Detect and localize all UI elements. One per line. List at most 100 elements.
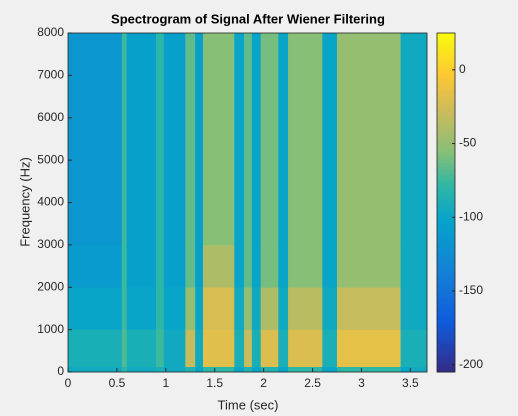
- colorbar-swatch: [437, 109, 455, 113]
- colorbar-swatch: [437, 267, 455, 271]
- colorbar-swatch: [437, 58, 455, 62]
- colorbar-swatch: [437, 44, 455, 48]
- heatmap-cell: [121, 33, 127, 246]
- heatmap-cell: [288, 329, 323, 368]
- heatmap-cell: [185, 287, 196, 330]
- colorbar-swatch: [437, 275, 455, 280]
- y-tick-label: 3000: [37, 237, 64, 251]
- heatmap-cell: [260, 33, 279, 246]
- colorbar-swatch: [437, 196, 455, 201]
- y-tick-label: 5000: [37, 152, 64, 166]
- heatmap-cell: [400, 287, 411, 330]
- y-tick-label: 0: [57, 364, 64, 378]
- heatmap-cell: [400, 244, 411, 288]
- colorbar-tick-label: -100: [459, 209, 483, 223]
- heatmap-cell: [195, 329, 204, 368]
- x-tick-label: 0.5: [109, 376, 126, 390]
- colorbar-swatch: [437, 148, 455, 153]
- heatmap-cell: [244, 329, 253, 368]
- heatmap-cell: [251, 329, 262, 368]
- heatmap-cell: [260, 329, 279, 368]
- colorbar-swatch: [437, 208, 455, 212]
- colorbar-swatch: [437, 369, 455, 373]
- heatmap-cell: [244, 33, 253, 246]
- heatmap-cell: [234, 287, 245, 330]
- colorbar-swatch: [437, 284, 455, 288]
- heatmap-cell: [260, 287, 279, 330]
- colorbar-swatch: [437, 55, 455, 59]
- y-tick-label: 8000: [37, 25, 64, 39]
- colorbar-swatch: [437, 154, 455, 158]
- colorbar-swatch: [437, 219, 455, 223]
- heatmap-cell: [288, 33, 323, 246]
- colorbar-swatch: [437, 66, 455, 71]
- heatmap-cell: [185, 329, 196, 368]
- colorbar-swatch: [437, 250, 455, 254]
- heatmap-cell: [202, 366, 235, 373]
- heatmap-cell: [251, 287, 262, 330]
- colorbar-swatch: [437, 227, 455, 232]
- colorbar-swatch: [437, 213, 455, 218]
- heatmap-cell: [244, 287, 253, 330]
- heatmap-cell: [322, 244, 338, 288]
- colorbar-swatch: [437, 202, 455, 206]
- heatmap-cell: [163, 33, 186, 246]
- colorbar-swatch: [437, 210, 455, 215]
- heatmap-cell: [260, 366, 279, 373]
- heatmap-cell: [68, 366, 123, 373]
- colorbar-swatch: [437, 225, 455, 229]
- heatmap-cell: [288, 287, 323, 330]
- heatmap-cell: [410, 329, 428, 368]
- y-tick-label: 4000: [37, 195, 64, 209]
- colorbar-swatch: [437, 326, 455, 331]
- colorbar-swatch: [437, 137, 455, 141]
- heatmap-cell: [234, 244, 245, 288]
- colorbar-swatch: [437, 151, 455, 155]
- colorbar-swatch: [437, 205, 455, 209]
- heatmap-cell: [251, 33, 262, 246]
- colorbar-swatch: [437, 177, 455, 181]
- heatmap-cell: [68, 287, 123, 330]
- colorbar-swatch: [437, 278, 455, 283]
- colorbar-swatch: [437, 292, 455, 297]
- colorbar-swatch: [437, 47, 455, 51]
- x-tick-label: 3: [358, 376, 365, 390]
- colorbar-swatch: [437, 335, 455, 339]
- y-tick-label: 1000: [37, 322, 64, 336]
- heatmap-cell: [400, 366, 411, 373]
- colorbar-swatch: [437, 160, 455, 164]
- colorbar-swatch: [437, 168, 455, 172]
- heatmap-cell: [68, 329, 123, 368]
- colorbar-swatch: [437, 256, 455, 260]
- heatmap-cell: [288, 244, 323, 288]
- heatmap-cell: [121, 287, 127, 330]
- colorbar-swatch: [437, 366, 455, 370]
- colorbar-swatch: [437, 143, 455, 147]
- colorbar-swatch: [437, 129, 455, 133]
- colorbar-swatch: [437, 309, 455, 314]
- colorbar-swatch: [437, 97, 455, 102]
- colorbar-swatch: [437, 352, 455, 356]
- colorbar-swatch: [437, 61, 455, 65]
- heatmap-cell: [126, 33, 157, 246]
- heatmap-cell: [126, 244, 157, 288]
- colorbar-swatch: [437, 261, 455, 266]
- colorbar-swatch: [437, 355, 455, 359]
- y-tick-label: 7000: [37, 68, 64, 82]
- colorbar-swatch: [437, 323, 455, 328]
- heatmap-cell: [163, 244, 186, 288]
- heatmap-cell: [337, 329, 401, 368]
- colorbar-swatch: [437, 273, 455, 277]
- colorbar-swatch: [437, 131, 455, 136]
- heatmap-cell: [156, 33, 165, 246]
- heatmap-cell: [234, 33, 245, 246]
- heatmap-cell: [202, 244, 235, 288]
- heatmap-cell: [121, 329, 127, 368]
- colorbar-tick-label: -200: [459, 357, 483, 371]
- heatmap-cell: [244, 366, 253, 373]
- colorbar-swatch: [437, 117, 455, 122]
- colorbar-swatch: [437, 83, 455, 88]
- colorbar-swatch: [437, 363, 455, 367]
- colorbar-swatch: [437, 49, 455, 54]
